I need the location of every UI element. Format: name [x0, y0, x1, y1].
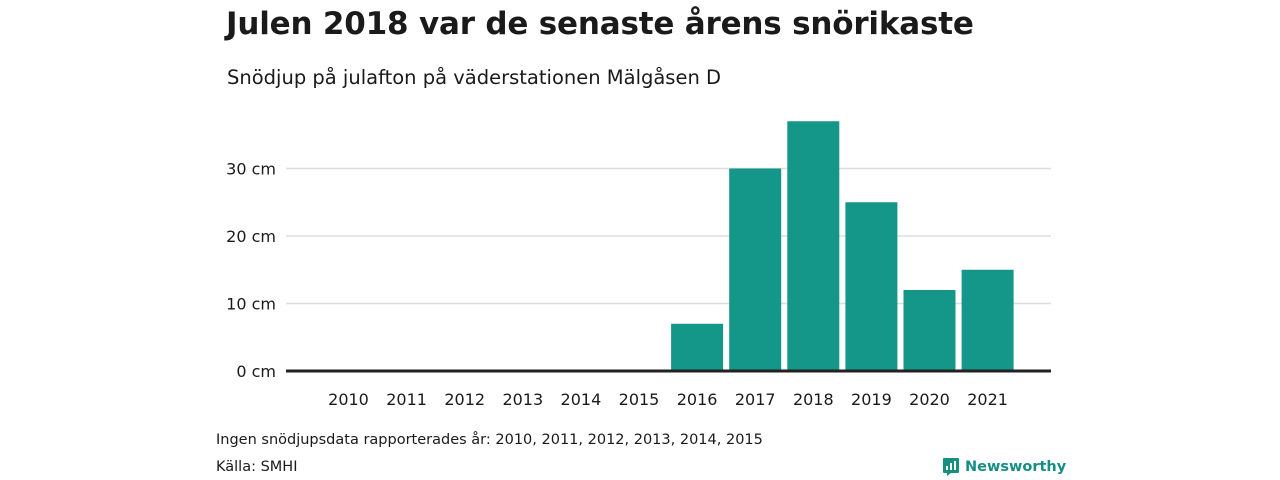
source-label: Källa: SMHI: [216, 459, 298, 475]
bar: [845, 202, 898, 371]
bar: [903, 290, 956, 371]
x-tick-label: 2016: [677, 390, 718, 409]
y-tick-label: 10 cm: [226, 295, 276, 314]
chart-subtitle: Snödjup på julafton på väderstationen Mä…: [227, 66, 722, 89]
y-tick-label: 0 cm: [236, 362, 276, 381]
x-tick-label: 2018: [793, 390, 834, 409]
x-tick-label: 2010: [328, 390, 369, 409]
x-tick-label: 2011: [386, 390, 427, 409]
missing-data-note: Ingen snödjupsdata rapporterades år: 201…: [216, 432, 763, 448]
bar: [671, 323, 724, 371]
y-tick-label: 30 cm: [226, 160, 276, 179]
bar: [787, 121, 840, 371]
x-tick-label: 2013: [502, 390, 543, 409]
newsworthy-brand[interactable]: Newsworthy: [942, 456, 1066, 478]
bar: [961, 269, 1014, 371]
brand-name: Newsworthy: [965, 459, 1067, 475]
x-tick-label: 2021: [967, 390, 1008, 409]
x-tick-label: 2020: [909, 390, 950, 409]
x-tick-label: 2015: [619, 390, 660, 409]
bar-chart: 0 cm 10 cm 20 cm 30 cm 2010 2011 2012 2013 2014 2…: [226, 121, 1051, 409]
newsworthy-logo-icon: [942, 457, 960, 477]
x-tick-label: 2014: [561, 390, 602, 409]
x-tick-label: 2012: [444, 390, 485, 409]
x-tick-label: 2019: [851, 390, 892, 409]
x-tick-label: 2017: [735, 390, 776, 409]
y-tick-label: 20 cm: [226, 227, 276, 246]
chart-title: Julen 2018 var de senaste årens snörikas…: [226, 6, 974, 42]
bar: [729, 168, 782, 371]
